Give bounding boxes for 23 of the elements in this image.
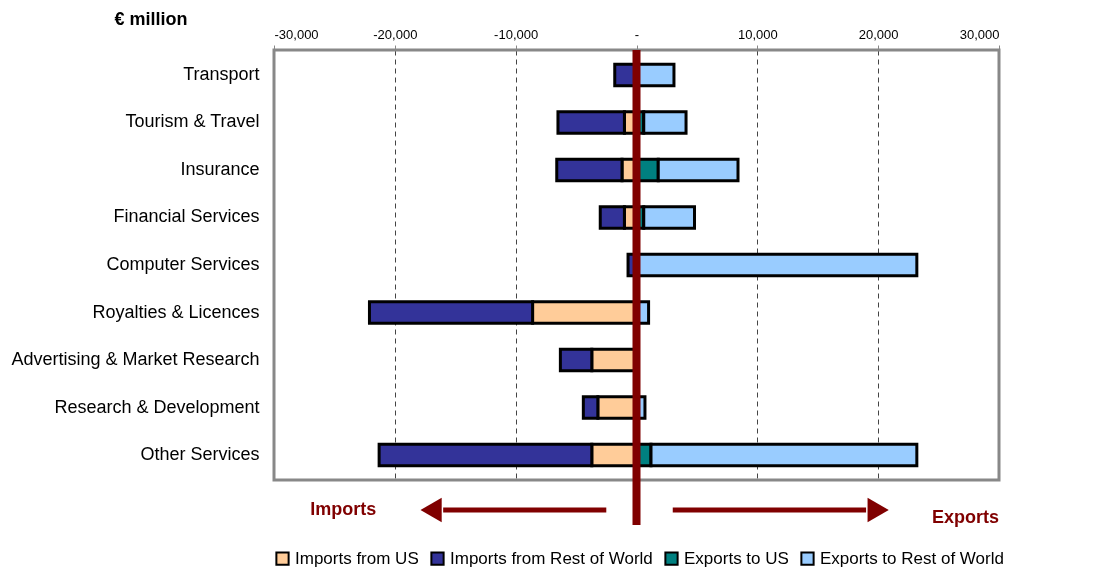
y-tick-label: Royalties & Licences <box>92 301 260 322</box>
y-tick-label: Transport <box>183 63 260 84</box>
y-tick-label: Computer Services <box>106 254 260 274</box>
x-tick-label: -20,000 <box>373 26 418 42</box>
x-tick-label: -30,000 <box>274 26 319 42</box>
x-tick-label: 10,000 <box>737 26 778 42</box>
x-tick-label: 20,000 <box>858 26 899 42</box>
y-tick-label: Advertising & Market Research <box>11 349 260 370</box>
legend-label: Exports to Rest of World <box>820 548 1004 568</box>
x-tick-label: 30,000 <box>959 26 1000 42</box>
text: Exports <box>931 507 999 527</box>
y-tick-label: Financial Services <box>113 206 260 227</box>
x-tick-label: -10,000 <box>494 26 539 42</box>
y-tick-label: Tourism & Travel <box>125 111 260 132</box>
x-tick-label: - <box>634 26 640 42</box>
y-tick-label: Other Services <box>140 444 260 465</box>
text: Imports <box>310 499 377 519</box>
y-tick-label: Research & Development <box>54 396 260 417</box>
legend-label: Imports from Rest of World <box>450 548 653 568</box>
x-axis-title: € million <box>114 8 188 29</box>
y-tick-label: Insurance <box>180 158 260 179</box>
legend-label: Exports to US <box>684 548 789 568</box>
legend-label: Imports from US <box>295 548 419 568</box>
